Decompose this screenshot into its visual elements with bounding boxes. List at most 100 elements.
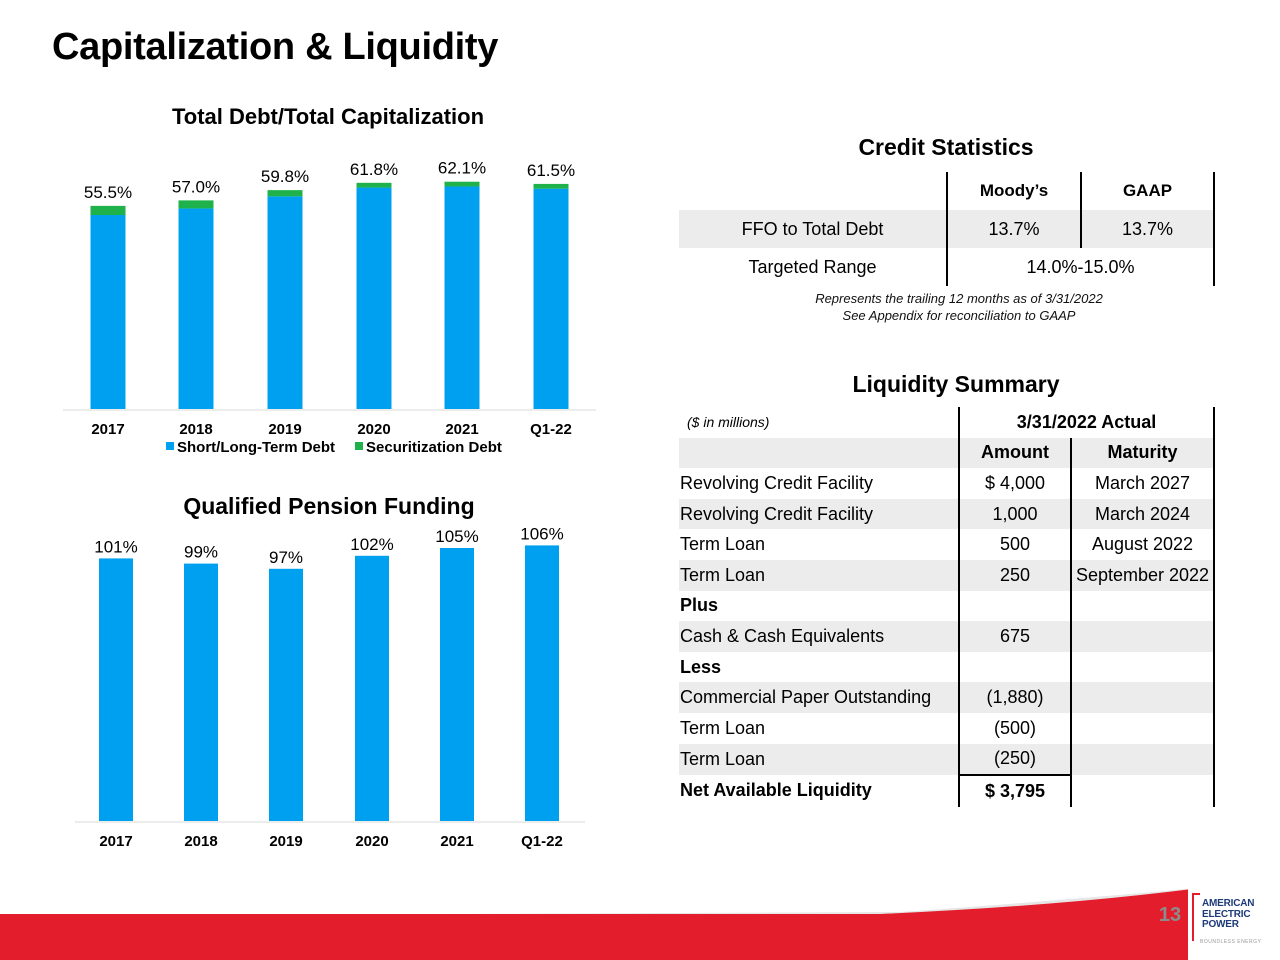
row-amount: 250	[958, 559, 1071, 591]
x-tick-label: 2019	[269, 833, 302, 850]
row-maturity	[1069, 682, 1216, 713]
bar-securitization-Q1-22	[533, 183, 569, 189]
table-row: Cash & Cash Equivalents 675	[679, 621, 1216, 652]
page-title: Capitalization & Liquidity	[52, 26, 499, 68]
bar-debt-2017	[90, 215, 126, 409]
row-maturity: March 2027	[1069, 468, 1216, 499]
data-label: 57.0%	[172, 177, 220, 196]
bar-debt-2021	[444, 186, 480, 409]
data-label: 62.1%	[438, 159, 486, 178]
legend-swatch-securitization	[355, 442, 363, 450]
bar-debt-Q1-22	[533, 188, 569, 409]
footer-red-band	[0, 888, 1200, 960]
x-tick-label: 2017	[99, 833, 132, 850]
bar-debt-2020	[356, 187, 392, 409]
logo-wordmark: AMERICAN ELECTRIC POWER	[1202, 898, 1255, 930]
data-label: 61.8%	[350, 160, 398, 179]
col-moodys: Moody’s	[946, 172, 1081, 210]
x-tick-label: Q1-22	[521, 833, 563, 850]
row-maturity	[1069, 590, 1216, 622]
row-maturity: August 2022	[1069, 529, 1216, 560]
net-liquidity-row: Net Available Liquidity $ 3,795	[679, 774, 1216, 807]
liquidity-summary-title: Liquidity Summary	[852, 371, 1060, 397]
data-label: 99%	[184, 543, 218, 562]
data-label: 59.8%	[261, 167, 309, 186]
row-amount: $ 4,000	[958, 468, 1071, 499]
legend-swatch-debt	[166, 442, 174, 450]
aep-logo: AMERICAN ELECTRIC POWER BOUNDLESS ENERGY	[1192, 893, 1262, 949]
row-amount	[958, 651, 1071, 683]
bar-debt-2019	[267, 196, 303, 409]
data-label: 102%	[350, 535, 393, 554]
net-liquidity-amount: $ 3,795	[958, 774, 1071, 807]
units-label: ($ in millions)	[687, 414, 770, 431]
bar-pension-2021	[440, 548, 474, 821]
row-maturity	[1069, 651, 1216, 683]
logo-bracket	[1192, 893, 1200, 941]
table-row: Term Loan (500)	[679, 712, 1216, 744]
credit-statistics-title: Credit Statistics	[858, 134, 1034, 160]
logo-tagline: BOUNDLESS ENERGY	[1200, 939, 1262, 945]
row-maturity	[1069, 743, 1216, 776]
data-label: 106%	[520, 524, 563, 543]
x-tick-label: 2019	[268, 421, 301, 438]
row-label: Commercial Paper Outstanding	[679, 682, 959, 713]
row-maturity	[1069, 712, 1216, 744]
x-tick-label: 2017	[91, 421, 124, 438]
pension-funding-chart: Qualified Pension Funding 101% 2017 99% 2018…	[75, 493, 585, 850]
table-row: Plus	[679, 590, 1216, 622]
bar-pension-2019	[269, 568, 303, 821]
debt-capitalization-chart: Total Debt/Total Capitalization 55.5% 2017…	[63, 104, 596, 456]
table-row: Targeted Range 14.0%-15.0%	[679, 248, 1215, 286]
liquidity-period-row: ($ in millions) 3/31/2022 Actual	[679, 407, 1216, 438]
row-maturity: March 2024	[1069, 498, 1216, 530]
row-amount	[958, 590, 1071, 622]
data-label: 101%	[94, 537, 137, 556]
col-amount: Amount	[958, 437, 1071, 469]
col-maturity: Maturity	[1069, 437, 1216, 469]
period-header: 3/31/2022 Actual	[957, 407, 1216, 438]
page-number: 13	[1158, 904, 1182, 926]
bar-securitization-2018	[178, 200, 214, 209]
col-gaap: GAAP	[1080, 172, 1215, 210]
credit-note: Represents the trailing 12 months as of …	[679, 290, 1239, 324]
footer-white-corner	[1188, 880, 1280, 960]
targeted-range-value: 14.0%-15.0%	[946, 248, 1215, 286]
row-label: Term Loan	[680, 717, 766, 738]
credit-note-line2: See Appendix for reconciliation to GAAP	[842, 308, 1076, 323]
x-tick-label: 2020	[355, 833, 388, 850]
row-label: Plus	[680, 595, 719, 616]
ffo-label: FFO to Total Debt	[679, 210, 947, 248]
legend-label-debt: Short/Long-Term Debt	[177, 439, 335, 456]
x-tick-label: 2021	[445, 421, 478, 438]
credit-header-row: Moody’s GAAP	[679, 172, 1215, 210]
row-label: Term Loan	[679, 559, 959, 591]
liquidity-header-row: Amount Maturity	[679, 437, 1216, 469]
table-row: FFO to Total Debt 13.7% 13.7%	[679, 210, 1215, 248]
row-label: Less	[680, 656, 722, 677]
row-amount: 500	[958, 529, 1071, 560]
row-label: Revolving Credit Facility	[680, 472, 874, 493]
bar-pension-2017	[99, 558, 133, 821]
bar-securitization-2017	[90, 205, 126, 216]
bar-pension-2020	[355, 555, 389, 821]
row-label: Term Loan	[679, 743, 959, 776]
targeted-range-label: Targeted Range	[748, 256, 877, 277]
data-label: 61.5%	[527, 161, 575, 180]
footer-swoosh	[0, 880, 1280, 960]
bar-securitization-2019	[267, 190, 303, 197]
bar-debt-2018	[178, 208, 214, 409]
row-amount: 675	[958, 621, 1071, 652]
row-label: Cash & Cash Equivalents	[679, 621, 959, 652]
legend-label-securitization: Securitization Debt	[366, 439, 502, 456]
bar-securitization-2020	[356, 182, 392, 188]
data-label: 97%	[269, 548, 303, 567]
row-label: Revolving Credit Facility	[679, 498, 959, 530]
bar-securitization-2021	[444, 181, 480, 187]
x-tick-label: 2018	[184, 833, 217, 850]
liquidity-summary-table: ($ in millions) 3/31/2022 Actual Amount …	[679, 407, 1216, 807]
table-row: Less	[679, 651, 1216, 683]
row-maturity	[1069, 621, 1216, 652]
x-tick-label: Q1-22	[530, 421, 572, 438]
row-amount: (500)	[958, 712, 1071, 744]
